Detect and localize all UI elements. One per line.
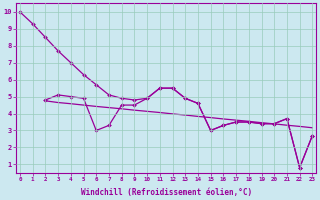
X-axis label: Windchill (Refroidissement éolien,°C): Windchill (Refroidissement éolien,°C) [81, 188, 252, 197]
